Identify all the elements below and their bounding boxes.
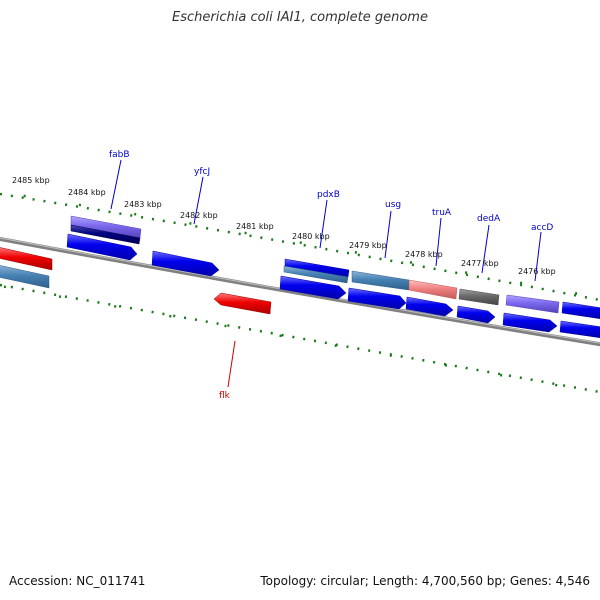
- gene-label-pdxB: pdxB: [317, 190, 340, 200]
- gene-feature: [0, 265, 50, 289]
- gene-feature: [405, 296, 454, 317]
- kbp-label-2480: 2480 kbp: [292, 232, 330, 241]
- gene-feature: [70, 224, 141, 245]
- gene-label-truA: truA: [432, 208, 452, 218]
- gene-label-fabB: fabB: [109, 150, 130, 160]
- kbp-label-2478: 2478 kbp: [405, 250, 443, 259]
- gene-feature: [351, 270, 410, 291]
- kbp-label-2476: 2476 kbp: [518, 267, 556, 276]
- gene-feature: [279, 275, 347, 300]
- gene-label-flk: flk: [219, 391, 231, 401]
- feature-track-upper: [0, 215, 600, 338]
- gene-feature: [408, 279, 458, 300]
- gene-feature: [66, 233, 138, 261]
- gene-feature: [151, 250, 220, 277]
- kbp-label-2481: 2481 kbp: [236, 222, 274, 231]
- gene-feature: [505, 294, 560, 314]
- gene-feature-flk: [213, 292, 272, 315]
- gene-label-accD: accD: [531, 223, 553, 233]
- gene-label-dedA: dedA: [477, 214, 501, 224]
- gene-feature: [502, 312, 558, 333]
- gene-feature: [0, 247, 53, 271]
- kbp-label-2479: 2479 kbp: [349, 241, 387, 250]
- map-title: Escherichia coli IAI1, complete genome: [172, 10, 428, 25]
- genome-backbone: [0, 236, 600, 347]
- kbp-label-2485: 2485 kbp: [12, 176, 50, 185]
- gene-feature: [559, 320, 600, 338]
- gene-feature: [347, 287, 407, 310]
- flk-leader-line: [227, 340, 236, 388]
- gene-leader-lines: [110, 159, 542, 282]
- kbp-label-2477: 2477 kbp: [461, 259, 499, 268]
- gene-label-usg: usg: [385, 200, 401, 210]
- kbp-label-2484: 2484 kbp: [68, 188, 106, 197]
- outer-ruler: [0, 190, 600, 302]
- gene-label-yfcJ: yfcJ: [194, 167, 210, 177]
- kbp-label-2483: 2483 kbp: [124, 200, 162, 209]
- gene-feature: [561, 301, 600, 319]
- gene-feature: [458, 288, 500, 306]
- kbp-label-2482: 2482 kbp: [180, 211, 218, 220]
- accession-label: Accession: NC_011741: [9, 574, 146, 588]
- gene-feature: [283, 265, 349, 284]
- gene-feature: [456, 305, 496, 324]
- genome-summary: Topology: circular; Length: 4,700,560 bp…: [260, 574, 590, 588]
